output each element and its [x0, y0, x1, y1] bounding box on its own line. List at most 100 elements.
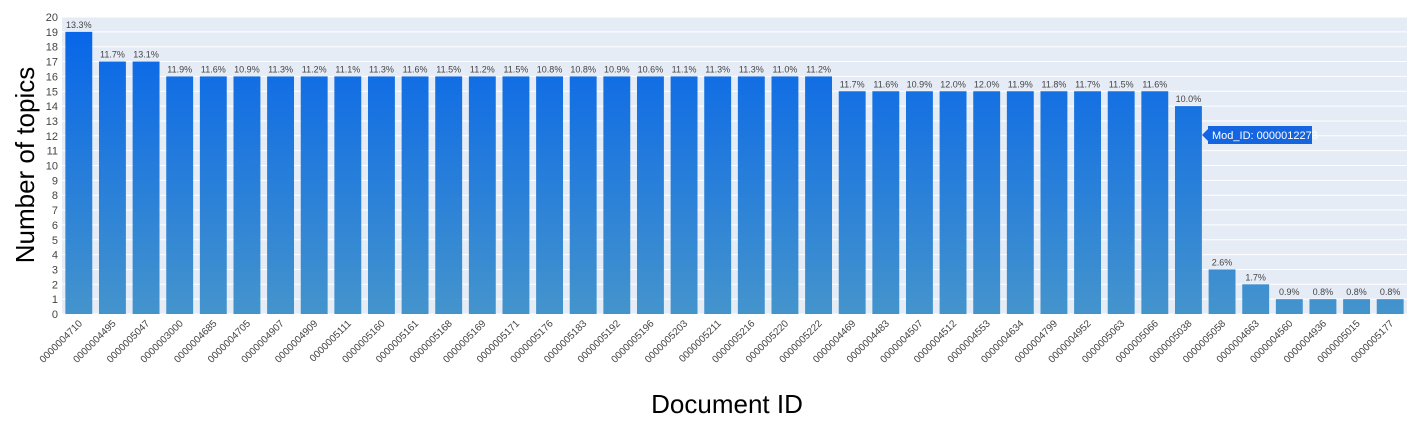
- bar-label: 11.6%: [873, 79, 898, 89]
- y-tick-label: 1: [52, 294, 58, 306]
- bar-label: 1.7%: [1245, 272, 1266, 282]
- y-tick-label: 14: [46, 101, 58, 113]
- bar-label: 11.5%: [436, 64, 461, 74]
- bar: [805, 76, 833, 315]
- bar: [166, 76, 194, 315]
- y-tick-label: 5: [52, 235, 58, 247]
- bar-label: 11.2%: [470, 64, 495, 74]
- bar-label: 11.9%: [167, 64, 192, 74]
- bar: [1006, 91, 1034, 314]
- bar: [502, 76, 530, 315]
- bar-label: 10.9%: [907, 79, 933, 89]
- bar-label: 11.1%: [335, 64, 360, 74]
- bar-label: 10.0%: [1176, 94, 1202, 104]
- y-tick-label: 15: [46, 86, 58, 98]
- y-tick-label: 0: [52, 309, 58, 321]
- bar-label: 11.7%: [1075, 79, 1100, 89]
- bar: [132, 61, 160, 314]
- bar: [1275, 299, 1303, 314]
- y-tick-label: 18: [46, 42, 58, 54]
- bar-label: 11.5%: [504, 64, 529, 74]
- bar: [468, 76, 496, 315]
- bar: [367, 76, 395, 315]
- x-axis-title: Document ID: [651, 389, 803, 419]
- bar: [1074, 91, 1102, 314]
- y-tick-label: 6: [52, 220, 58, 232]
- tooltip-text: Mod_ID: 0000012273: [1212, 130, 1318, 142]
- bar: [1141, 91, 1169, 314]
- bar: [1107, 91, 1135, 314]
- bar: [536, 76, 564, 315]
- bar-label: 11.7%: [100, 50, 125, 60]
- bar-label: 13.3%: [66, 20, 92, 30]
- bar-label: 0.8%: [1346, 287, 1367, 297]
- bar: [636, 76, 664, 315]
- bar-label: 11.8%: [1042, 79, 1067, 89]
- bar: [334, 76, 362, 315]
- bar: [771, 76, 799, 315]
- bar: [704, 76, 732, 315]
- bar-label: 11.2%: [302, 64, 327, 74]
- bar-label: 11.3%: [705, 64, 730, 74]
- bar-label: 12.0%: [940, 79, 966, 89]
- bar: [1040, 91, 1068, 314]
- bar-label: 11.6%: [201, 64, 226, 74]
- bar: [199, 76, 227, 315]
- bar: [1343, 299, 1371, 314]
- bar-label: 10.8%: [537, 64, 563, 74]
- bar: [233, 76, 261, 315]
- bar-label: 11.1%: [672, 64, 697, 74]
- y-tick-label: 2: [52, 279, 58, 291]
- bar-label: 0.8%: [1380, 287, 1401, 297]
- bar-label: 11.3%: [739, 64, 764, 74]
- bar-label: 10.9%: [604, 64, 630, 74]
- y-tick-label: 13: [46, 116, 58, 128]
- tooltip: Mod_ID: 0000012273: [1202, 126, 1318, 144]
- y-tick-label: 4: [52, 250, 58, 262]
- bar: [905, 91, 933, 314]
- bar-label: 10.9%: [234, 64, 260, 74]
- y-tick-label: 17: [46, 57, 58, 69]
- bar-label: 11.5%: [1109, 79, 1134, 89]
- bar: [65, 31, 93, 314]
- bar-label: 2.6%: [1212, 257, 1233, 267]
- bar-label: 11.3%: [268, 64, 293, 74]
- bar: [569, 76, 597, 315]
- bar-label: 11.2%: [806, 64, 831, 74]
- bar: [603, 76, 631, 315]
- y-tick-label: 8: [52, 190, 58, 202]
- y-tick-label: 12: [46, 131, 58, 143]
- y-tick-label: 10: [46, 161, 58, 173]
- bar-label: 11.7%: [840, 79, 865, 89]
- bar: [838, 91, 866, 314]
- y-tick-label: 7: [52, 205, 58, 217]
- y-tick-label: 20: [46, 12, 58, 24]
- bar: [872, 91, 900, 314]
- bar: [1174, 106, 1202, 314]
- bar: [1309, 299, 1337, 314]
- y-tick-label: 11: [47, 146, 58, 158]
- tooltip-box: [1208, 126, 1312, 144]
- bar-label: 11.6%: [403, 64, 428, 74]
- bar-label: 11.3%: [369, 64, 394, 74]
- bar: [939, 91, 967, 314]
- bar-label: 10.8%: [570, 64, 596, 74]
- y-tick-label: 16: [46, 71, 58, 83]
- bar: [435, 76, 463, 315]
- bar-label: 12.0%: [974, 79, 1000, 89]
- bar: [973, 91, 1001, 314]
- bar-label: 13.1%: [133, 50, 159, 60]
- bar-label: 11.6%: [1142, 79, 1167, 89]
- bar: [300, 76, 328, 315]
- bar: [670, 76, 698, 315]
- bar: [267, 76, 295, 315]
- bar: [1242, 284, 1270, 314]
- tooltip-arrow: [1202, 129, 1208, 141]
- bar-label: 11.0%: [773, 64, 798, 74]
- y-tick-label: 19: [46, 27, 58, 39]
- bar-label: 0.9%: [1279, 287, 1300, 297]
- bar-label: 11.9%: [1008, 79, 1033, 89]
- y-tick-label: 9: [52, 175, 58, 187]
- bar: [98, 61, 126, 314]
